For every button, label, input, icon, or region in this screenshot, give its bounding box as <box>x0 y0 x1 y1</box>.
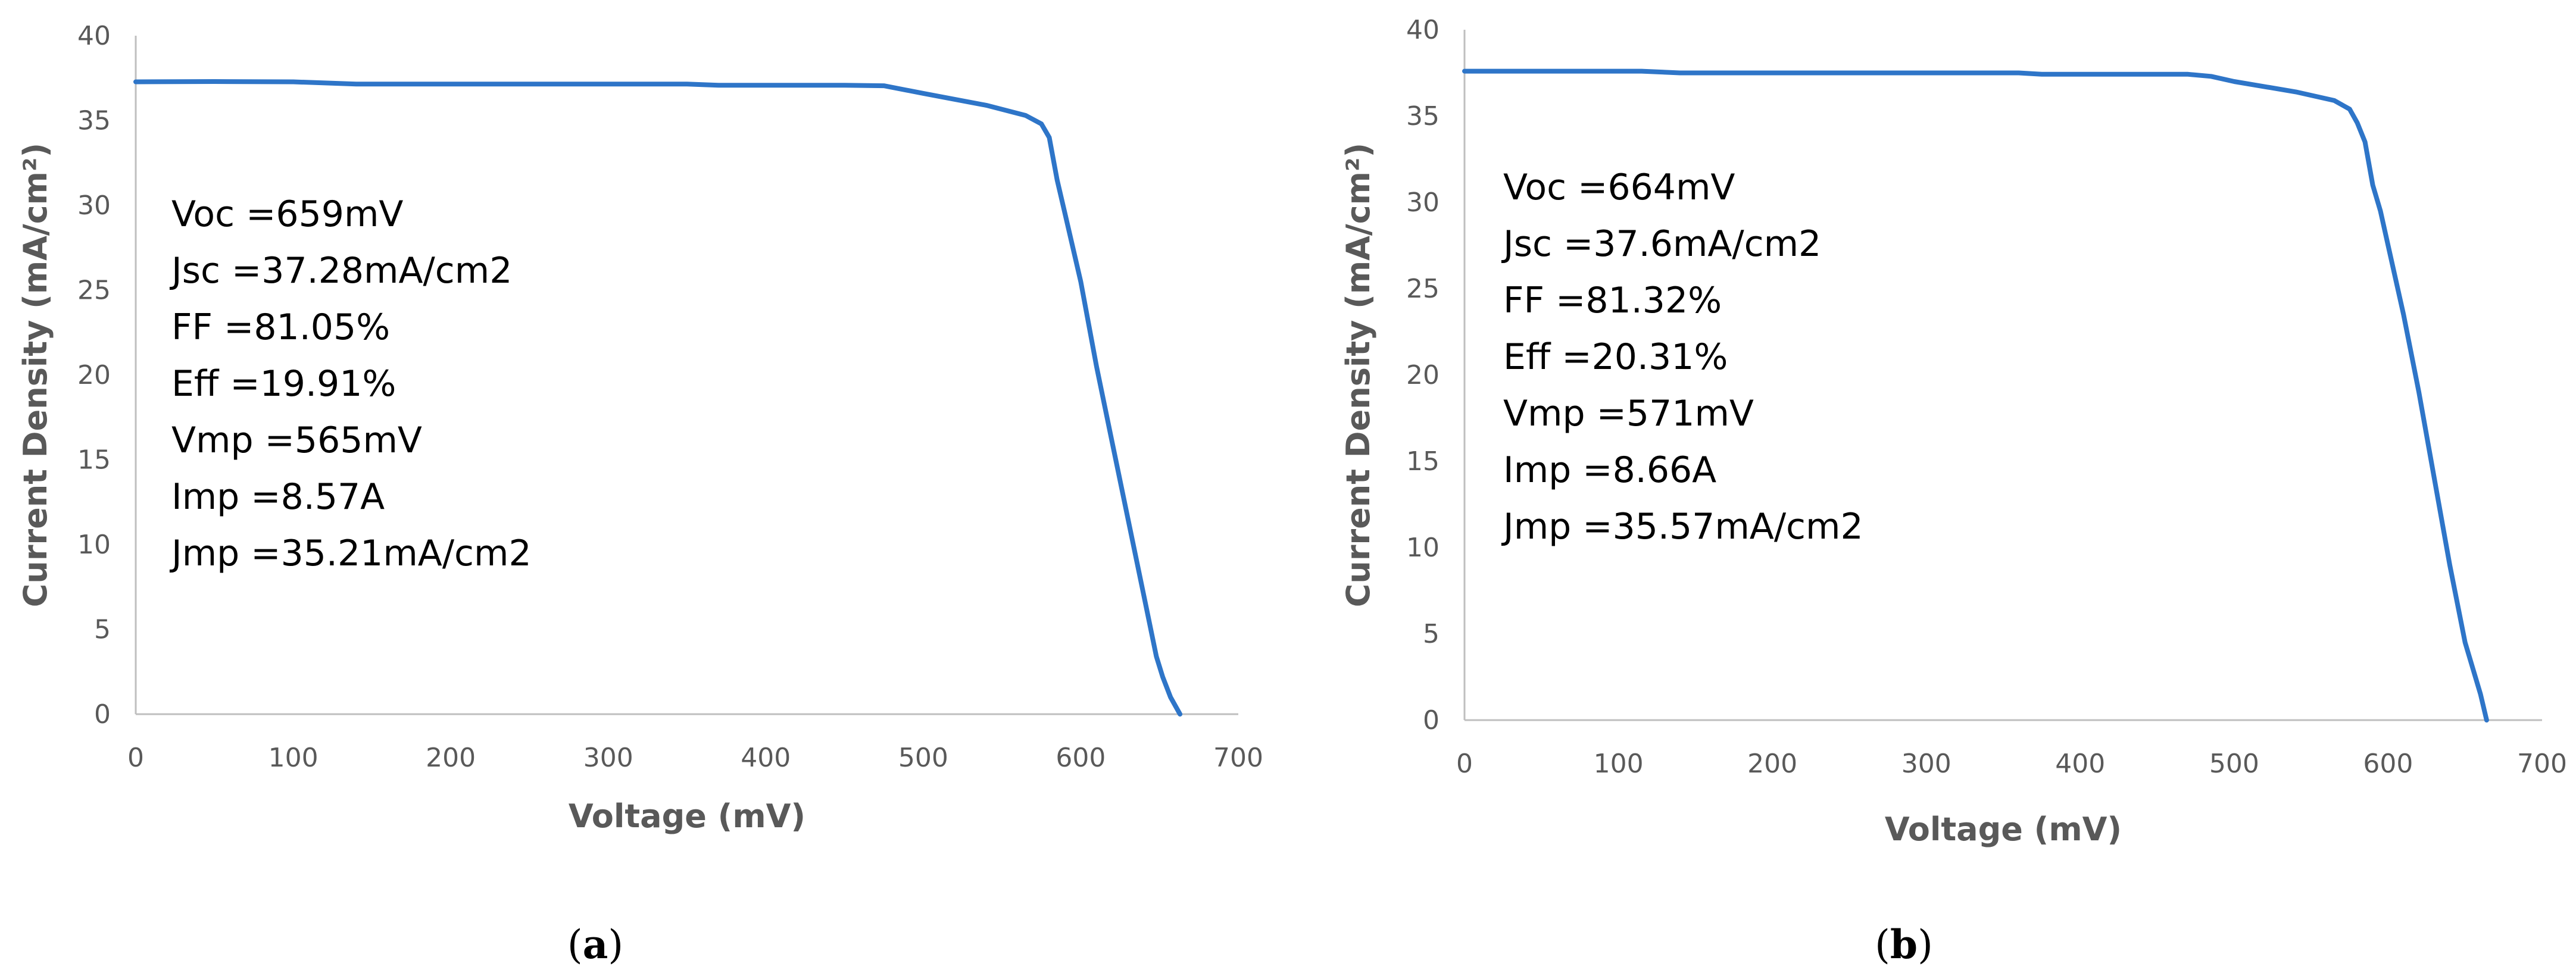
iv-curve-line <box>133 79 1183 717</box>
y-tick-label: 10 <box>1406 533 1440 563</box>
y-tick-label: 40 <box>77 21 111 51</box>
x-tick-label: 500 <box>2209 749 2259 779</box>
stat-annotation: Jsc =37.6mA/cm2 <box>1501 223 1821 265</box>
panel-caption-letter: a <box>583 921 608 968</box>
x-tick-label: 0 <box>1456 749 1473 779</box>
x-tick-label: 700 <box>1213 743 1263 773</box>
y-tick-label: 0 <box>1423 705 1440 736</box>
stat-annotation: FF =81.05% <box>171 306 390 348</box>
x-tick-label: 100 <box>268 743 319 773</box>
x-tick-label: 200 <box>1747 749 1797 779</box>
stat-annotation: Vmp =571mV <box>1503 393 1754 434</box>
x-tick-label: 600 <box>1056 743 1106 773</box>
y-tick-label: 40 <box>1406 15 1440 45</box>
x-axis-title: Voltage (mV) <box>1885 811 2122 848</box>
panel-caption: (a) <box>567 921 623 968</box>
stat-annotation: Imp =8.66A <box>1503 449 1716 491</box>
y-axis-title: Current Density (mA/cm²) <box>17 143 54 607</box>
y-tick-label: 30 <box>1406 187 1440 218</box>
panel-a: 0 5 10 15 20 25 30 35 40 0 100 200 300 400 500 600 700 Vo… <box>0 0 1286 979</box>
y-tick-label: 35 <box>77 106 111 136</box>
stat-annotation: Imp =8.57A <box>171 476 385 518</box>
y-axis-title: Current Density (mA/cm²) <box>1339 143 1377 607</box>
stat-annotation: Vmp =565mV <box>171 420 422 461</box>
x-tick-label: 600 <box>2363 749 2413 779</box>
y-tick-label: 25 <box>77 276 111 306</box>
x-tick-label: 700 <box>2517 749 2567 779</box>
y-tick-label: 20 <box>1406 360 1440 390</box>
stat-annotation: Voc =664mV <box>1503 167 1735 208</box>
stat-annotation: Jmp =35.57mA/cm2 <box>1501 506 1863 548</box>
y-tick-label: 5 <box>1423 619 1440 649</box>
y-tick-label: 15 <box>1406 446 1440 477</box>
stat-annotation: Jmp =35.21mA/cm2 <box>169 533 532 574</box>
y-tick-label: 15 <box>77 445 111 476</box>
x-tick-label: 200 <box>426 743 476 773</box>
y-tick-label: 20 <box>77 360 111 390</box>
y-tick-label: 35 <box>1406 101 1440 132</box>
x-tick-label: 100 <box>1594 749 1644 779</box>
panel-caption: (b) <box>1875 921 1933 968</box>
panel-caption-letter: b <box>1890 921 1918 968</box>
y-tick-label: 25 <box>1406 274 1440 304</box>
x-tick-label: 400 <box>2055 749 2105 779</box>
x-tick-label: 400 <box>741 743 791 773</box>
y-tick-label: 5 <box>94 615 111 645</box>
y-tick-label: 10 <box>77 530 111 560</box>
stat-annotation: Voc =659mV <box>171 193 403 235</box>
x-tick-label: 0 <box>127 743 144 773</box>
y-tick-label: 30 <box>77 190 111 221</box>
iv-curve-line <box>1462 68 2489 722</box>
stat-annotation: Eff =19.91% <box>171 363 396 405</box>
x-tick-label: 500 <box>898 743 948 773</box>
x-axis-title: Voltage (mV) <box>569 797 805 835</box>
y-tick-label: 0 <box>94 699 111 730</box>
x-tick-label: 300 <box>1901 749 1951 779</box>
stat-annotation: Jsc =37.28mA/cm2 <box>169 250 512 292</box>
x-tick-label: 300 <box>583 743 633 773</box>
panel-b: 0 5 10 15 20 25 30 35 40 0 100 200 300 400 500 600 700 Vo… <box>1298 0 2576 979</box>
stat-annotation: Eff =20.31% <box>1503 336 1728 378</box>
stat-annotation: FF =81.32% <box>1503 280 1722 321</box>
